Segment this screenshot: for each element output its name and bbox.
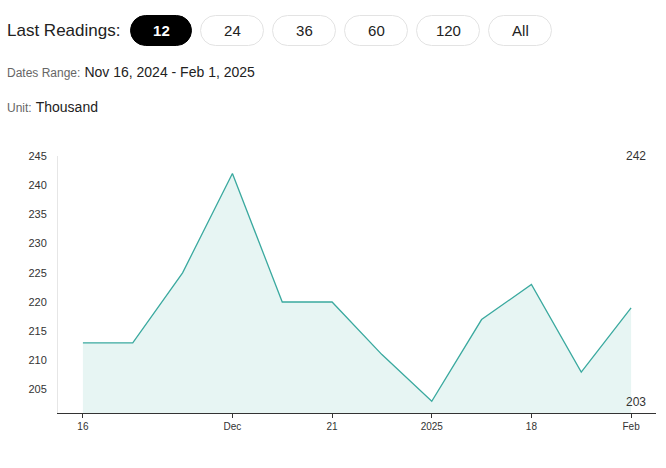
html-text:24: 24 [224,22,241,39]
svg-text:225: 225 [28,267,46,279]
svg-text:220: 220 [28,296,46,308]
html-text:12: 12 [153,22,170,39]
svg-text:230: 230 [28,237,46,249]
html-text:Unit: Thousand: Unit: Thousand [7,99,98,115]
svg-text:18: 18 [526,421,538,432]
svg-text:245: 245 [28,150,46,162]
svg-text:Feb: Feb [622,421,640,432]
svg-text:215: 215 [28,325,46,337]
svg-text:203: 203 [626,395,646,409]
html-text:Last Readings:: Last Readings: [7,20,121,40]
svg-text:242: 242 [626,149,646,163]
svg-text:235: 235 [28,208,46,220]
svg-text:21: 21 [327,421,339,432]
html-text:60: 60 [368,22,385,39]
html-text:36: 36 [296,22,313,39]
html-text:All: All [512,22,529,39]
svg-text:205: 205 [28,383,46,395]
html-text:Dates Range: Nov 16, 2024 - Fe: Dates Range: Nov 16, 2024 - Feb 1, 2025 [7,64,255,80]
html-text:120: 120 [435,22,461,39]
svg-text:240: 240 [28,179,46,191]
svg-text:2025: 2025 [421,421,444,432]
svg-text:Dec: Dec [224,421,242,432]
svg-text:16: 16 [77,421,89,432]
svg-text:210: 210 [28,354,46,366]
